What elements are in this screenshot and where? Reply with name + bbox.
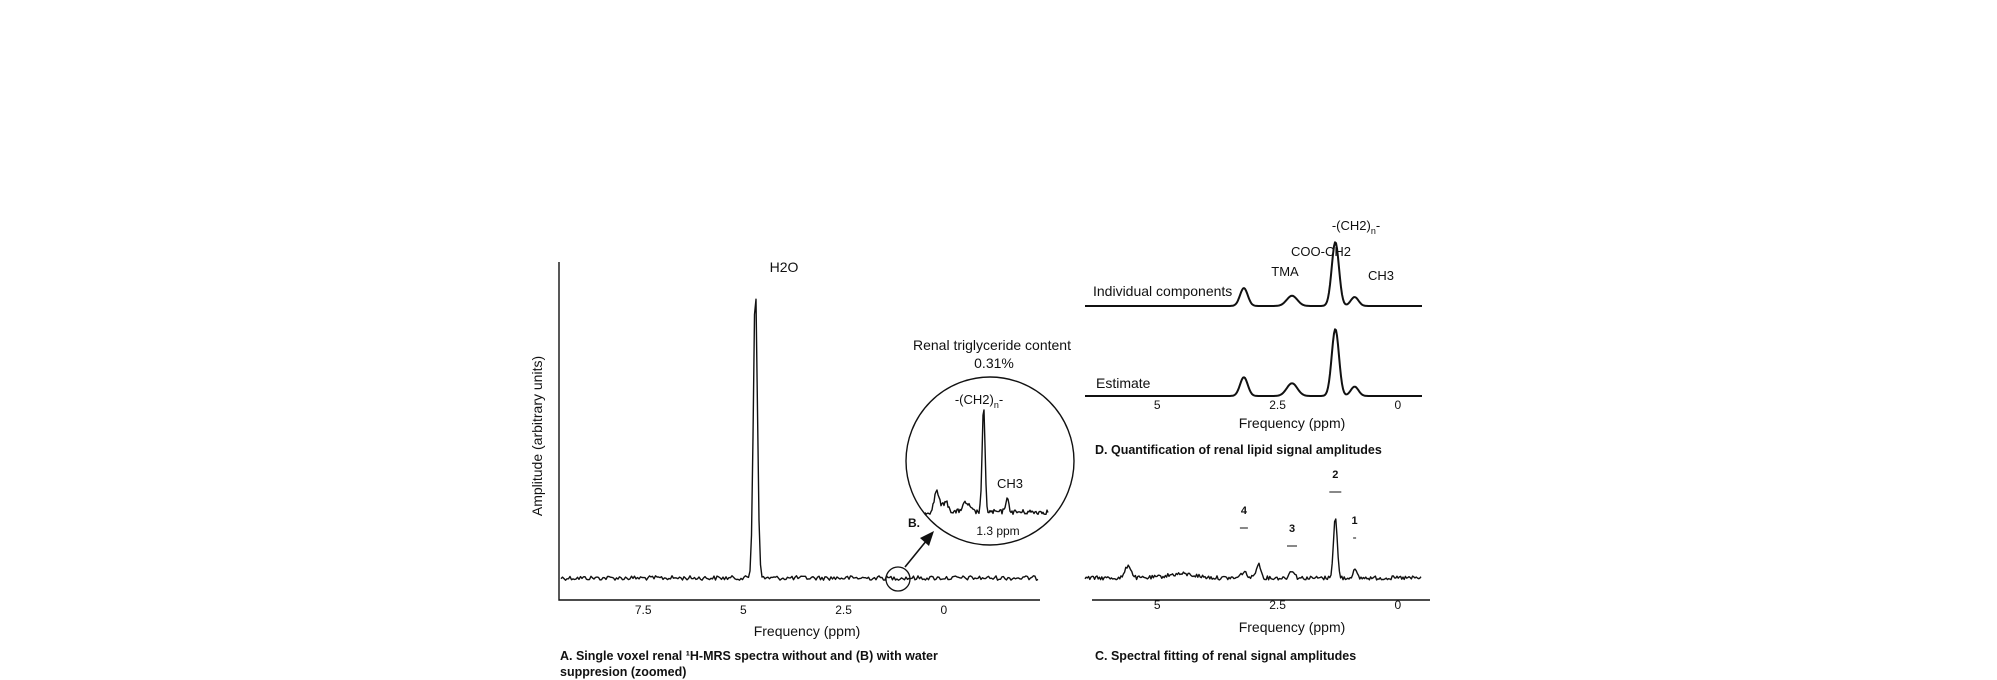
panel-c-peak-marker-label: 3 [1289,523,1295,535]
panel-d-xlabel: Frequency (ppm) [1239,415,1346,431]
panel-c-peak-markers: 1 2 3 4 [1239,469,1358,547]
zoom-arrow-line [904,539,928,568]
panel-d-label-ch2n-sub: n [1371,226,1376,236]
panel-b-title: Renal triglyceride content [913,337,1071,353]
panel-a-caption-line2: suppresion (zoomed) [560,665,686,679]
panel-d-estimate-line [1085,328,1422,397]
panel-d-caption: D. Quantification of renal lipid signal … [1095,443,1382,457]
panel-d-label-ch2n-main: -(CH2) [1332,218,1371,233]
panel-d: Individual components Estimate TMA COO-C… [1085,218,1422,457]
panel-a-title: H2O [770,259,799,275]
panel-c-xtick-label: 2.5 [1269,598,1286,612]
panel-a-xtick-label: 2.5 [835,603,852,617]
panel-a-xlabel: Frequency (ppm) [754,623,861,639]
panel-b: Renal triglyceride content 0.31% -(CH2)n… [905,337,1075,546]
panel-d-label-ch2n: -(CH2)n- [1332,218,1380,236]
panel-b-ch3-label: CH3 [997,476,1023,491]
panel-c-spectrum-line [1084,518,1422,581]
panel-d-xtick-label: 2.5 [1269,398,1286,412]
panel-d-label-ch3: CH3 [1368,268,1394,283]
panel-a-axes [558,262,1040,601]
panel-c-caption: C. Spectral fitting of renal signal ampl… [1095,649,1356,663]
panel-a-xtick-label: 5 [740,603,747,617]
panel-b-peak-label-suffix: - [999,392,1003,407]
panel-c-xtick-label: 5 [1154,598,1161,612]
panel-c-xtick-label: 0 [1395,598,1402,612]
panel-a-caption-line1: A. Single voxel renal ¹H-MRS spectra wit… [560,649,938,663]
zoom-region-circle [885,566,911,592]
panel-a-xtick-label: 0 [940,603,947,617]
panel-d-xticks: 5 2.5 0 [1154,398,1402,412]
panel-d-label-ch2n-suffix: - [1376,218,1380,233]
panel-b-zoom-circle [905,376,1075,546]
panel-b-xlabel: 1.3 ppm [976,524,1019,538]
zoom-arrow-head-icon [920,531,934,546]
panel-c-xticks: 5 2.5 0 [1154,598,1402,612]
panel-b-marker: B. [908,516,920,530]
panel-c-peak-marker-label: 2 [1332,469,1338,481]
panel-d-label-tma: TMA [1271,264,1299,279]
panel-b-peak-label: -(CH2)n- [955,392,1003,410]
panel-a-xtick-label: 7.5 [635,603,652,617]
panel-c-xlabel: Frequency (ppm) [1239,619,1346,635]
panel-d-label-coo-ch2: COO-CH2 [1291,244,1351,259]
panel-d-individual-components-line [1085,241,1422,307]
panel-b-peak-label-main: -(CH2) [955,392,994,407]
panel-a: H2O Amplitude (arbitrary units) 7.5 5 2.5 0… [529,259,1040,679]
panel-a-ylabel: Amplitude (arbitrary units) [529,356,545,516]
panel-c-peak-marker-label: 4 [1241,505,1248,517]
panel-d-xtick-label: 0 [1395,398,1402,412]
panel-d-series-label-estimate: Estimate [1096,375,1151,391]
panel-d-xtick-label: 5 [1154,398,1161,412]
panel-c-peak-marker-label: 1 [1352,515,1358,527]
panel-b-peak-label-sub: n [994,400,999,410]
panel-a-spectrum-line [560,298,1039,581]
panel-b-spectrum-line [924,409,1049,516]
panel-b-value: 0.31% [974,355,1014,371]
panel-a-xticks: 7.5 5 2.5 0 [635,603,948,617]
panel-d-series-label-individual: Individual components [1093,283,1232,299]
